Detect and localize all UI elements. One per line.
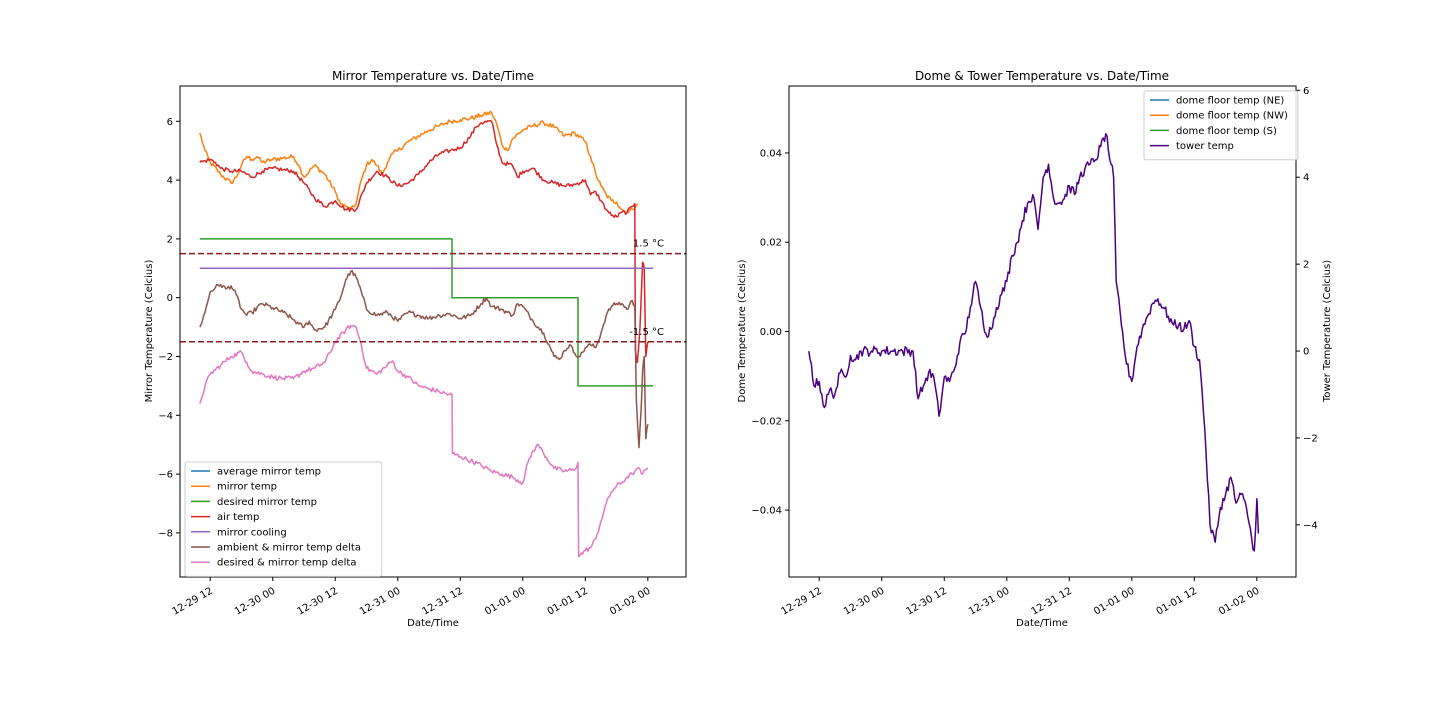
plot-frame xyxy=(179,85,687,578)
legend-entry: desired mirror temp xyxy=(217,497,317,508)
legend: average mirror temp mirror temp desired mi… xyxy=(184,461,383,577)
legend-entry: dome floor temp (NW) xyxy=(1176,111,1288,122)
y-tick-label: 0.00 xyxy=(760,327,782,338)
y-axis-label: Dome Temperature (Celcius) xyxy=(737,259,748,402)
y-tick-label: 4 xyxy=(167,176,173,187)
y2-tick-label: 2 xyxy=(1303,260,1309,271)
series-layer xyxy=(808,133,1260,552)
threshold-label: 1.5 °C xyxy=(633,239,664,250)
y-tick-label: 0 xyxy=(167,293,173,304)
chart-title: Dome & Tower Temperature vs. Date/Time xyxy=(915,69,1169,83)
legend-entry: desired & mirror temp delta xyxy=(217,558,356,569)
legend-entry: dome floor temp (NE) xyxy=(1176,96,1284,107)
series-line-ambient-mirror-temp-delta xyxy=(199,269,649,449)
y-tick-label: 2 xyxy=(167,234,173,245)
y-tick-label: −0.04 xyxy=(751,506,782,517)
legend-entry: average mirror temp xyxy=(217,467,321,478)
y2-axis-label: Tower Temperature (Celcius) xyxy=(1322,260,1333,403)
y-tick-label: −4 xyxy=(158,411,173,422)
y2-tick-label: −2 xyxy=(1303,433,1318,444)
legend: dome floor temp (NE) dome floor temp (NW)… xyxy=(1143,90,1299,161)
legend-entry: dome floor temp (S) xyxy=(1176,126,1277,137)
y-tick-label: −2 xyxy=(158,352,173,363)
legend-entry: ambient & mirror temp delta xyxy=(217,543,361,554)
legend-box xyxy=(184,461,383,577)
legend-entry: air temp xyxy=(217,512,259,523)
legend-entry: mirror cooling xyxy=(217,527,287,538)
series-line-desired-mirror-temp xyxy=(199,238,654,387)
legend-box xyxy=(1143,90,1299,161)
y-tick-label: −6 xyxy=(158,470,173,481)
threshold-label: -1.5 °C xyxy=(629,327,664,338)
chart-title: Mirror Temperature vs. Date/Time xyxy=(332,69,534,83)
plot-frame xyxy=(788,85,1297,578)
series-line-tower-temp xyxy=(808,133,1260,552)
series-line-desired-mirror-temp-delta xyxy=(199,324,649,558)
legend-entry: mirror temp xyxy=(217,482,277,493)
y2-tick-label: 6 xyxy=(1303,86,1309,97)
y2-tick-label: −4 xyxy=(1303,520,1318,531)
x-axis-label: Date/Time xyxy=(407,618,459,629)
y-tick-label: 0.04 xyxy=(760,148,782,159)
series-layer xyxy=(199,110,654,558)
legend-entry: tower temp xyxy=(1176,141,1234,152)
series-line-mirror-temp xyxy=(199,110,639,215)
y-tick-label: −0.02 xyxy=(751,416,782,427)
series-line-air-temp xyxy=(199,119,649,364)
y-tick-label: 0.02 xyxy=(760,238,782,249)
y-tick-label: 6 xyxy=(167,117,173,128)
x-axis-label: Date/Time xyxy=(1016,618,1068,629)
y2-tick-label: 4 xyxy=(1303,173,1309,184)
y-axis-label: Mirror Temperature (Celcius) xyxy=(144,260,155,403)
y2-tick-label: 0 xyxy=(1303,347,1309,358)
y-tick-label: −8 xyxy=(158,528,173,539)
